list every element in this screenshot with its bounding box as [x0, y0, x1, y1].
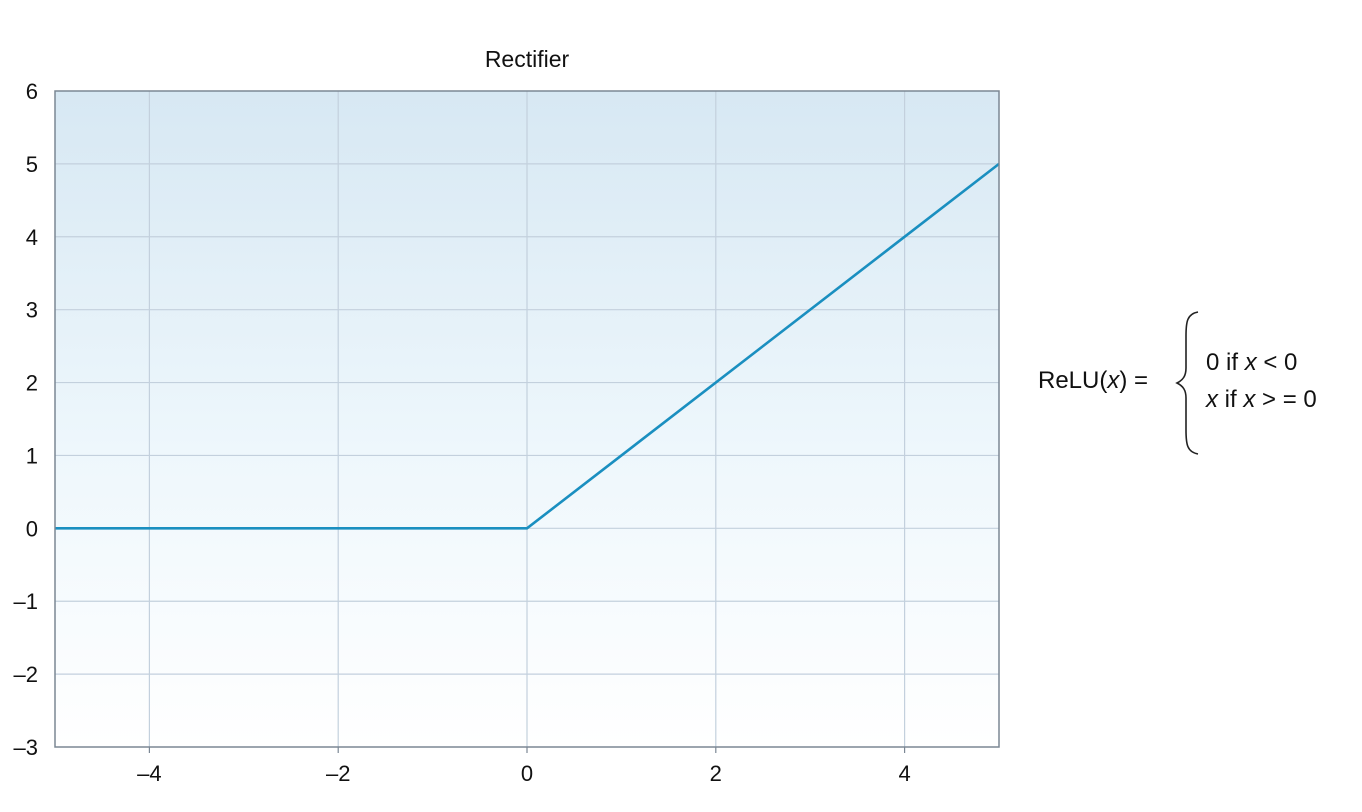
case2-condition: > = 0: [1255, 386, 1317, 413]
relu-formula: ReLU(x) = 0 if x < 0 x if x > = 0: [1038, 310, 1348, 460]
x-tick-label: 0: [521, 761, 533, 786]
case1-text: 0 if: [1206, 349, 1245, 376]
chart-title: Rectifier: [485, 46, 570, 72]
y-tick-label: 1: [26, 443, 38, 468]
tick-labels: –4 –2 0 2 4 –3 –2 –1 0 1 2 3 4 5 6: [14, 79, 911, 786]
formula-lhs-text: ReLU(: [1038, 367, 1108, 394]
y-tick-label: 5: [26, 152, 38, 177]
y-tick-label: –3: [14, 735, 38, 760]
x-tick-label: 4: [898, 761, 910, 786]
y-tick-label: 6: [26, 79, 38, 104]
formula-case-negative: 0 if x < 0: [1206, 349, 1297, 377]
y-tick-label: 3: [26, 298, 38, 323]
case2-variable-value: x: [1206, 386, 1218, 413]
curly-brace: [1175, 311, 1199, 455]
y-tick-label: 4: [26, 225, 38, 250]
relu-line: [55, 162, 1000, 530]
series-group: [55, 162, 1000, 530]
y-tick-label: 2: [26, 371, 38, 396]
x-tick-label: –4: [137, 761, 161, 786]
case2-text: if: [1218, 386, 1244, 413]
y-tick-label: 0: [26, 516, 38, 541]
formula-lhs-variable: x: [1107, 367, 1120, 394]
case1-condition: < 0: [1256, 349, 1298, 376]
x-tick-label: –2: [326, 761, 350, 786]
y-tick-label: –2: [14, 662, 38, 687]
x-tick-label: 2: [710, 761, 722, 786]
case1-variable: x: [1244, 349, 1257, 376]
formula-lhs: ReLU(x) =: [1038, 367, 1148, 395]
formula-case-nonnegative: x if x > = 0: [1206, 386, 1317, 414]
formula-lhs-equals: ) =: [1119, 367, 1149, 394]
y-tick-label: –1: [14, 589, 38, 614]
case2-variable: x: [1243, 386, 1256, 413]
